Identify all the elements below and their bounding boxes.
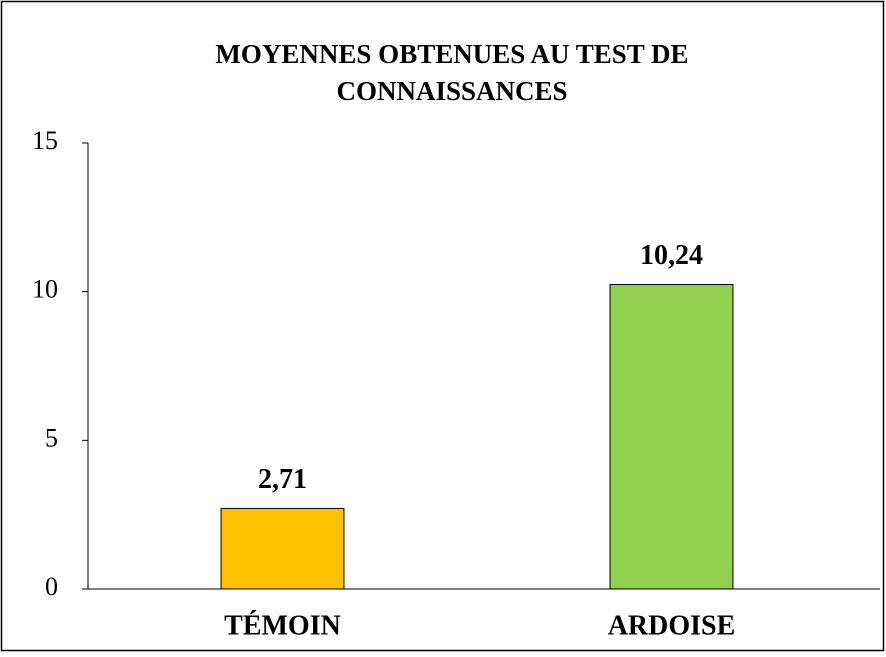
bar [609, 284, 734, 590]
y-tick-label: 15 [32, 126, 58, 155]
bar [220, 507, 345, 590]
chart-title: CONNAISSANCES [336, 76, 567, 106]
x-tick-label: TÉMOIN [224, 610, 341, 641]
value-label: 2,71 [258, 464, 307, 495]
y-tick-label: 10 [32, 275, 58, 304]
y-tick-label: 0 [45, 572, 58, 601]
value-label: 10,24 [640, 240, 703, 271]
y-tick-label: 5 [45, 423, 58, 452]
x-tick-label: ARDOISE [608, 610, 736, 641]
chart-title: MOYENNES OBTENUES AU TEST DE [215, 39, 688, 69]
